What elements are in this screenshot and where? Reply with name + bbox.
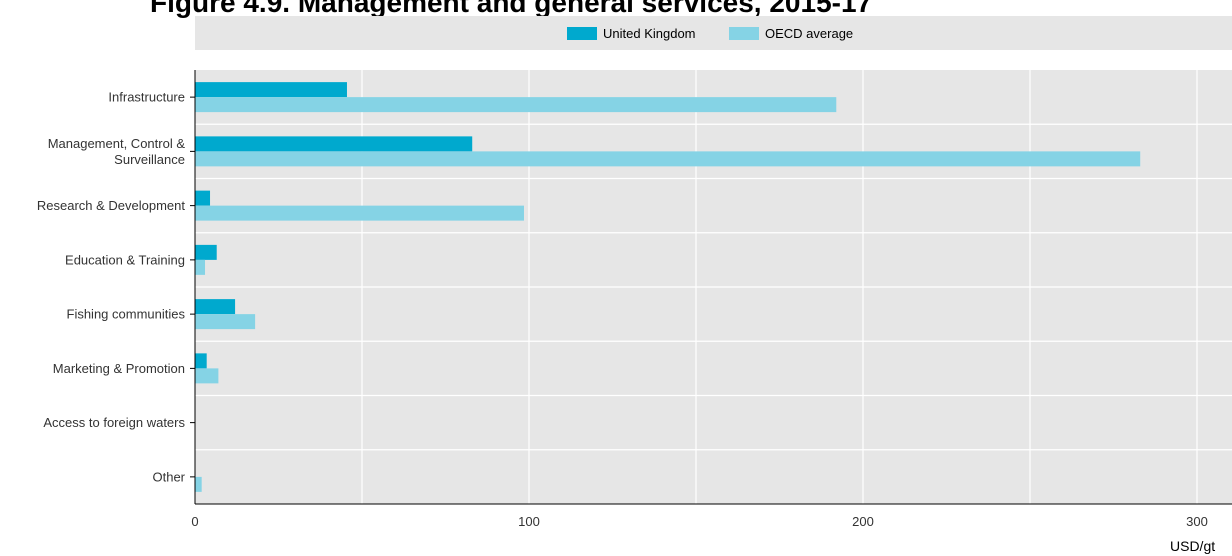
legend-swatch-united-kingdom xyxy=(567,26,597,40)
x-axis-unit-label: USD/gt xyxy=(1170,538,1215,554)
legend: United Kingdom OECD average xyxy=(195,16,1232,50)
category-label-management-control-surveillance: Management, Control & Surveillance xyxy=(48,136,186,167)
category-label-access-to-foreign-waters: Access to foreign waters xyxy=(43,415,185,430)
bar-oecd-average-fishing-communities xyxy=(195,314,256,330)
bar-united-kingdom-management-control-surveillance xyxy=(195,136,473,152)
bar-oecd-average-other xyxy=(195,476,202,492)
category-label-infrastructure: Infrastructure xyxy=(108,90,185,105)
legend-swatch-oecd-average xyxy=(729,26,759,40)
legend-item-united-kingdom: United Kingdom xyxy=(567,25,696,41)
bar-united-kingdom-marketing-promotion xyxy=(195,353,207,369)
category-label-other: Other xyxy=(152,469,185,484)
category-label-marketing-promotion: Marketing & Promotion xyxy=(53,361,185,376)
x-tick-label: 300 xyxy=(1186,514,1208,529)
bar-oecd-average-infrastructure xyxy=(195,97,837,113)
legend-item-oecd-average: OECD average xyxy=(729,25,853,41)
x-tick-label: 100 xyxy=(518,514,540,529)
category-label-research-development: Research & Development xyxy=(37,198,186,213)
bar-united-kingdom-infrastructure xyxy=(195,82,347,98)
legend-label-oecd-average: OECD average xyxy=(765,25,854,41)
bar-oecd-average-education-training xyxy=(195,259,206,275)
bar-united-kingdom-education-training xyxy=(195,244,217,260)
legend-label-united-kingdom: United Kingdom xyxy=(603,25,696,41)
x-tick-label: 200 xyxy=(852,514,874,529)
bar-oecd-average-marketing-promotion xyxy=(195,368,219,384)
chart-title: Figure 4.9. Management and general servi… xyxy=(150,0,873,18)
bar-united-kingdom-fishing-communities xyxy=(195,299,236,315)
category-label-fishing-communities: Fishing communities xyxy=(67,307,186,322)
category-label-education-training: Education & Training xyxy=(65,252,185,267)
bar-oecd-average-research-development xyxy=(195,205,524,221)
bar-united-kingdom-research-development xyxy=(195,190,211,206)
bar-oecd-average-management-control-surveillance xyxy=(195,151,1141,167)
x-tick-label: 0 xyxy=(191,514,198,529)
